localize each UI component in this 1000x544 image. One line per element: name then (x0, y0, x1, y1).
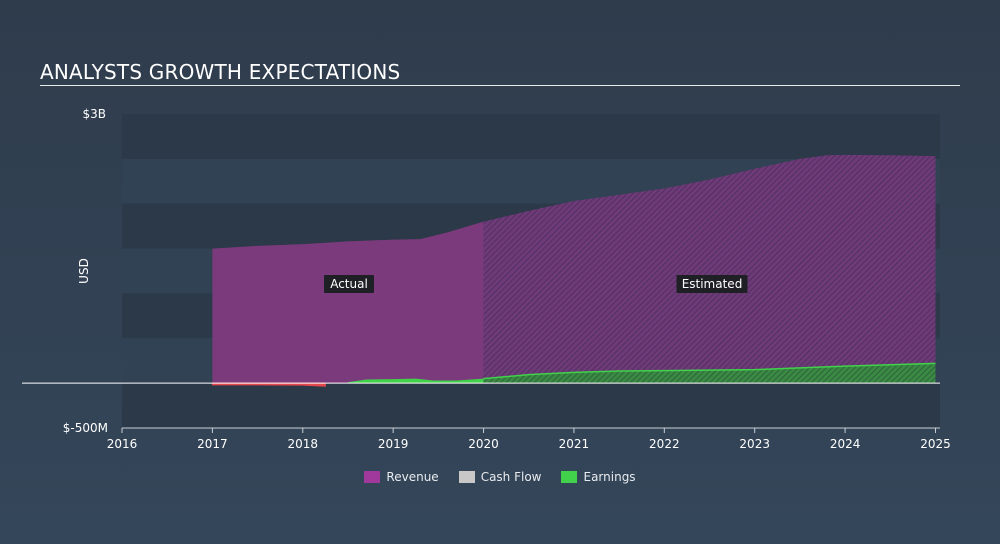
x-tick-label: 2019 (378, 437, 409, 451)
grid-band (122, 114, 940, 159)
grid-band (122, 383, 940, 428)
legend: Revenue Cash Flow Earnings (0, 470, 1000, 484)
y-tick-label: $-500M (63, 421, 108, 435)
legend-item-cash-flow[interactable]: Cash Flow (458, 470, 542, 484)
legend-item-earnings[interactable]: Earnings (561, 470, 636, 484)
estimated-annotation: Estimated (676, 275, 748, 293)
earnings-actual-area (347, 378, 484, 384)
x-tick-label: 2018 (288, 437, 319, 451)
actual-annotation: Actual (324, 275, 374, 293)
plot-axes (22, 382, 940, 433)
legend-label-cash-flow: Cash Flow (480, 470, 542, 484)
x-tick-label: 2021 (559, 437, 590, 451)
legend-swatch-earnings (561, 471, 578, 483)
x-tick-label: 2016 (107, 437, 138, 451)
revenue-actual-area (212, 221, 484, 384)
x-tick-label: 2022 (649, 437, 680, 451)
estimated-annotation-text: Estimated (682, 277, 743, 291)
x-tick-label: 2024 (830, 437, 861, 451)
revenue-estimated-area (483, 154, 936, 384)
legend-item-revenue[interactable]: Revenue (364, 470, 439, 484)
estimated-annotation-bg (676, 275, 748, 293)
y-axis-label: USD (77, 258, 91, 284)
plot-areas (211, 154, 936, 387)
earnings-estimated-area (483, 363, 936, 384)
actual-annotation-bg (324, 275, 374, 293)
chart-title: ANALYSTS GROWTH EXPECTATIONS (40, 60, 401, 84)
legend-swatch-cash-flow (458, 471, 475, 483)
legend-swatch-revenue (364, 471, 381, 483)
x-tick-label: 2023 (739, 437, 770, 451)
x-tick-label: 2020 (468, 437, 499, 451)
plot-labels: 2016 2017 2018 2019 2020 2021 2022 2023 2024 2025… (63, 107, 951, 451)
legend-label-earnings: Earnings (583, 470, 636, 484)
earnings-estimated-line (483, 362, 936, 380)
x-tick-label: 2025 (920, 437, 951, 451)
title-divider (40, 85, 960, 86)
actual-annotation-text: Actual (330, 277, 368, 291)
x-tick-label: 2017 (197, 437, 228, 451)
y-tick-label: $3B (82, 107, 106, 121)
legend-label-revenue: Revenue (386, 470, 439, 484)
